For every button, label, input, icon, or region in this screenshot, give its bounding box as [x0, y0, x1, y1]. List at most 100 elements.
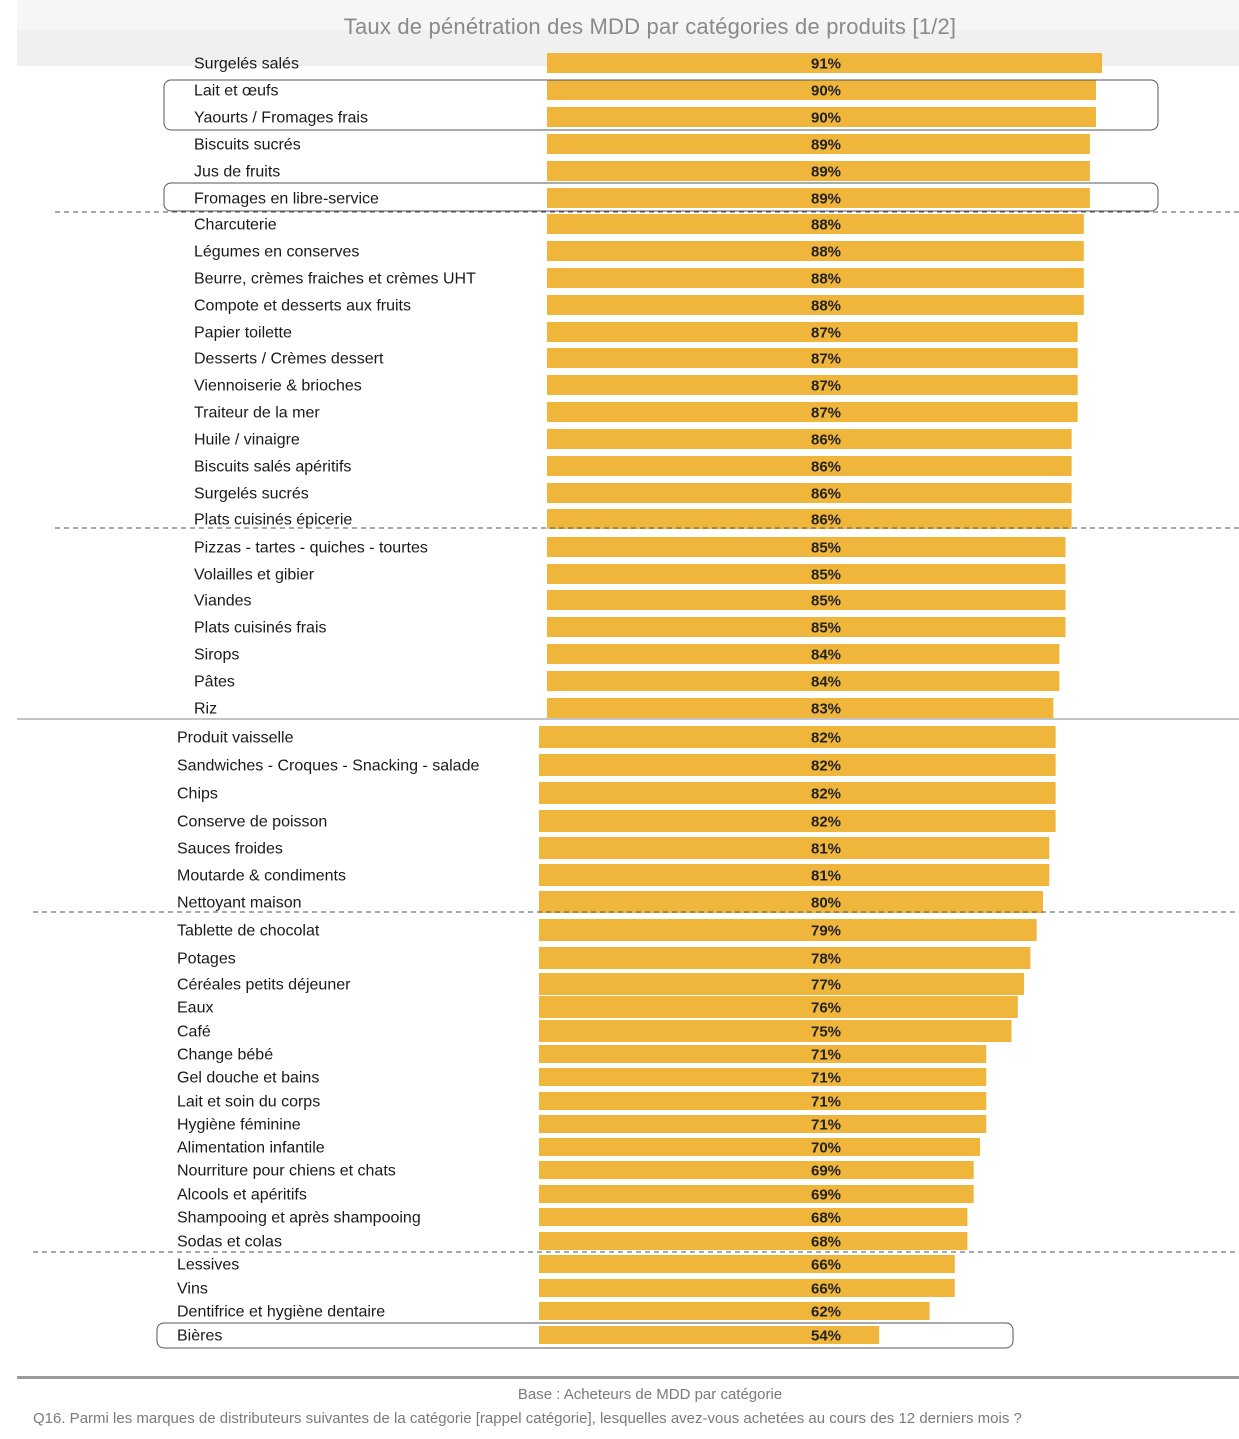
- bar: [547, 375, 1078, 395]
- category-label: Surgelés sucrés: [194, 486, 309, 503]
- bar: [539, 864, 1050, 886]
- bar: [547, 509, 1072, 529]
- bar: [547, 348, 1078, 368]
- bar: [539, 1161, 974, 1179]
- value-label: 85%: [811, 593, 841, 610]
- category-label: Nourriture pour chiens et chats: [177, 1163, 396, 1180]
- category-label: Jus de fruits: [194, 164, 280, 181]
- category-label: Desserts / Crèmes dessert: [194, 351, 384, 368]
- value-label: 71%: [811, 1047, 841, 1064]
- bar: [547, 53, 1103, 73]
- category-label: Riz: [194, 701, 217, 718]
- bar: [547, 483, 1072, 503]
- bar: [547, 322, 1078, 342]
- footer-divider: [17, 1376, 1239, 1379]
- bar: [539, 973, 1025, 995]
- value-label: 70%: [811, 1140, 841, 1157]
- value-label: 89%: [811, 191, 841, 208]
- value-label: 81%: [811, 841, 841, 858]
- bar: [539, 1020, 1012, 1042]
- bar: [539, 1279, 955, 1297]
- category-label: Plats cuisinés frais: [194, 620, 327, 637]
- value-label: 66%: [811, 1281, 841, 1298]
- value-label: 81%: [811, 868, 841, 885]
- category-label: Biscuits salés apéritifs: [194, 459, 351, 476]
- value-label: 82%: [811, 786, 841, 803]
- category-label: Sauces froides: [177, 841, 283, 858]
- bar: [539, 837, 1050, 859]
- value-label: 69%: [811, 1163, 841, 1180]
- bar: [539, 1208, 968, 1226]
- category-label: Viandes: [194, 593, 252, 610]
- value-label: 87%: [811, 378, 841, 395]
- category-label: Beurre, crèmes fraiches et crèmes UHT: [194, 271, 476, 288]
- value-label: 68%: [811, 1234, 841, 1251]
- value-label: 85%: [811, 540, 841, 557]
- bar: [539, 1185, 974, 1203]
- bar: [547, 214, 1084, 234]
- bar: [539, 1115, 987, 1133]
- value-label: 66%: [811, 1257, 841, 1274]
- bar: [539, 1068, 987, 1086]
- bar: [547, 698, 1054, 718]
- category-label: Lessives: [177, 1257, 239, 1274]
- highlight-box: [163, 79, 1159, 131]
- bar: [539, 1092, 987, 1110]
- value-label: 89%: [811, 164, 841, 181]
- bar: [539, 1326, 880, 1344]
- category-label: Alimentation infantile: [177, 1140, 325, 1157]
- value-label: 84%: [811, 647, 841, 664]
- bar: [547, 671, 1060, 691]
- category-label: Traiteur de la mer: [194, 405, 320, 422]
- bar: [547, 161, 1090, 181]
- category-label: Nettoyant maison: [177, 895, 302, 912]
- value-label: 88%: [811, 217, 841, 234]
- value-label: 86%: [811, 486, 841, 503]
- category-label: Vins: [177, 1281, 208, 1298]
- bar: [547, 268, 1084, 288]
- bar: [547, 80, 1096, 100]
- category-label: Produit vaisselle: [177, 730, 294, 747]
- value-label: 86%: [811, 432, 841, 449]
- value-label: 82%: [811, 758, 841, 775]
- category-label: Dentifrice et hygiène dentaire: [177, 1304, 385, 1321]
- bar: [539, 782, 1056, 804]
- category-label: Tablette de chocolat: [177, 923, 320, 940]
- category-label: Conserve de poisson: [177, 814, 327, 831]
- bar: [539, 996, 1018, 1018]
- category-label: Pâtes: [194, 674, 235, 691]
- category-label: Fromages en libre-service: [194, 191, 379, 208]
- category-label: Café: [177, 1024, 211, 1041]
- value-label: 88%: [811, 298, 841, 315]
- bar: [539, 810, 1056, 832]
- bar: [547, 537, 1066, 557]
- highlight-box: [156, 1322, 1014, 1349]
- category-label: Hygiène féminine: [177, 1117, 301, 1134]
- value-label: 71%: [811, 1070, 841, 1087]
- bar: [539, 1302, 930, 1320]
- category-label: Shampooing et après shampooing: [177, 1210, 421, 1227]
- category-label: Volailles et gibier: [194, 567, 315, 584]
- value-label: 89%: [811, 137, 841, 154]
- value-label: 86%: [811, 512, 841, 529]
- value-label: 68%: [811, 1210, 841, 1227]
- category-label: Moutarde & condiments: [177, 868, 346, 885]
- bar: [539, 919, 1037, 941]
- value-label: 86%: [811, 459, 841, 476]
- bar: [547, 644, 1060, 664]
- value-label: 71%: [811, 1117, 841, 1134]
- footer-base-note: Base : Acheteurs de MDD par catégorie: [517, 1386, 783, 1403]
- value-label: 88%: [811, 244, 841, 261]
- bar-chart: Surgelés salés 91% Lait et œufs 90% Yaourts …: [17, 53, 1239, 1349]
- category-label: Viennoiserie & brioches: [194, 378, 362, 395]
- bar: [539, 947, 1031, 969]
- category-label: Chips: [177, 786, 218, 803]
- bar: [547, 188, 1090, 208]
- bar: [539, 754, 1056, 776]
- category-label: Bières: [177, 1328, 222, 1345]
- category-label: Gel douche et bains: [177, 1070, 319, 1087]
- value-label: 76%: [811, 1000, 841, 1017]
- value-label: 90%: [811, 83, 841, 100]
- chart-title: Taux de pénétration des MDD par catégori…: [343, 14, 957, 39]
- value-label: 62%: [811, 1304, 841, 1321]
